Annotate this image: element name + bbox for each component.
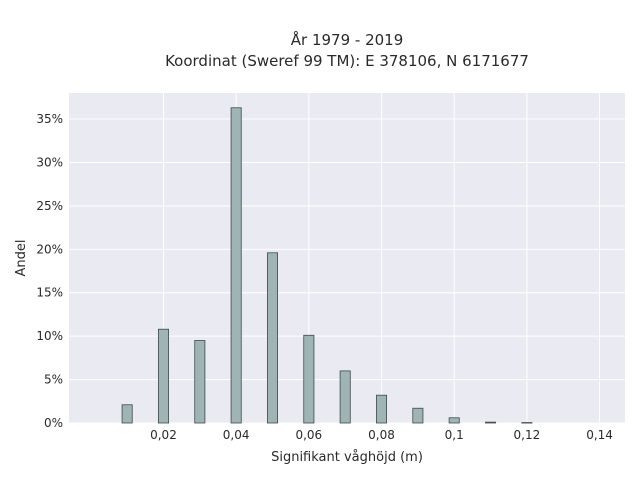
- histogram-bar: [121, 404, 133, 424]
- histogram-bar: [230, 107, 242, 424]
- histogram-bar: [303, 334, 315, 424]
- histogram-bar: [412, 407, 424, 424]
- y-tick-label: 0%: [44, 416, 63, 430]
- x-tick-label: 0,08: [368, 428, 395, 442]
- bars: [121, 107, 533, 424]
- histogram-bar: [448, 417, 460, 424]
- x-tick-label: 0,1: [445, 428, 464, 442]
- histogram-bar: [339, 370, 351, 424]
- x-tick-label: 0,02: [150, 428, 177, 442]
- tick-labels: 0% 5% 10% 15% 20% 25% 30% 35% 0,02 0,04 0,06 0,08 0,…: [36, 112, 613, 442]
- x-tick-label: 0,04: [223, 428, 250, 442]
- y-tick-label: 15%: [36, 286, 63, 300]
- x-tick-label: 0,12: [514, 428, 541, 442]
- y-tick-label: 35%: [36, 112, 63, 126]
- chart-title-line1: År 1979 - 2019: [291, 30, 404, 49]
- histogram-bar: [376, 394, 388, 424]
- y-tick-label: 5%: [44, 373, 63, 387]
- y-tick-label: 25%: [36, 199, 63, 213]
- histogram-bar: [267, 252, 278, 424]
- y-tick-label: 30%: [36, 155, 63, 169]
- y-tick-label: 20%: [36, 242, 63, 256]
- histogram-bar: [157, 328, 169, 424]
- x-axis-label: Signifikant våghöjd (m): [271, 450, 423, 465]
- x-tick-label: 0,14: [586, 428, 613, 442]
- histogram-bar: [521, 422, 533, 424]
- histogram-bar: [194, 340, 206, 424]
- histogram-bar: [485, 421, 497, 424]
- y-tick-label: 10%: [36, 329, 63, 343]
- chart-title-line2: Koordinat (Sweref 99 TM): E 378106, N 61…: [165, 52, 529, 70]
- x-tick-label: 0,06: [295, 428, 322, 442]
- y-axis-label: Andel: [14, 240, 29, 277]
